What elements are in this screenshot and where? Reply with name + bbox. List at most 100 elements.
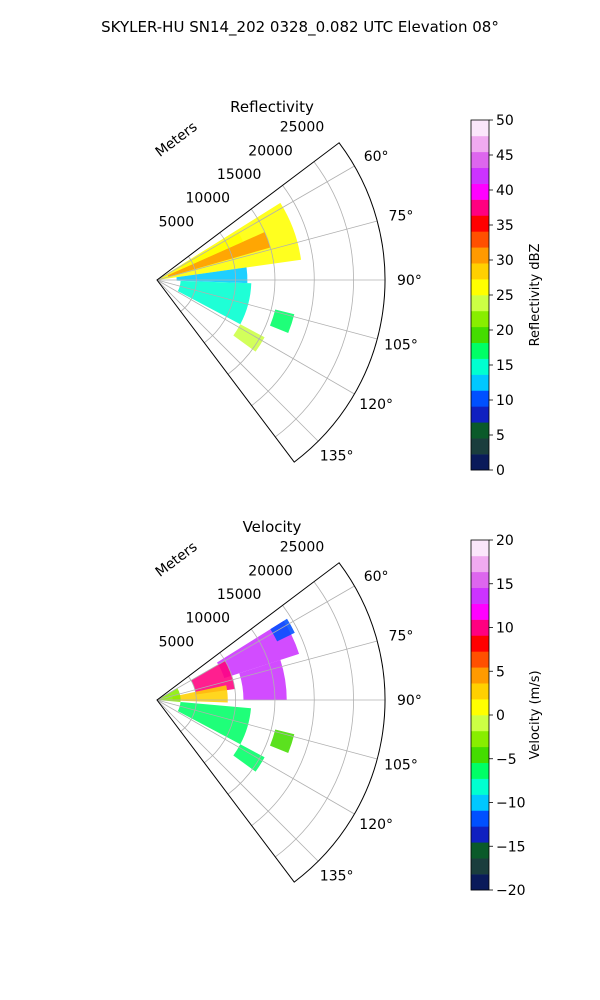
colorbar-segment — [471, 215, 489, 232]
colorbar-tick-label: −5 — [496, 752, 517, 768]
colorbar-segment — [471, 730, 489, 748]
colorbar-segment — [471, 454, 489, 471]
colorbar-segment — [471, 167, 489, 184]
echo-region — [233, 744, 265, 772]
radial-tick-label: 25000 — [280, 120, 325, 136]
colorbar-segment — [471, 619, 489, 636]
echo-region — [233, 324, 265, 352]
figure-suptitle: SKYLER-HU SN14_202 0328_0.082 UTC Elevat… — [101, 18, 499, 37]
azimuth-gridline — [156, 279, 355, 395]
range-ring — [275, 581, 354, 858]
range-ring — [204, 652, 237, 764]
colorbar-segment — [471, 199, 489, 216]
radial-tick-label: 25000 — [280, 540, 325, 556]
radial-axis-label: Meters — [153, 119, 201, 161]
azimuth-gridline — [156, 699, 319, 862]
range-ring — [180, 256, 197, 312]
azimuth-gridline — [156, 279, 378, 340]
radial-tick-label: 20000 — [248, 143, 293, 159]
colorbar-tick-label: 0 — [496, 463, 505, 479]
colorbar-segment — [471, 571, 489, 589]
colorbar-segment — [471, 810, 489, 827]
angle-tick-label: 75° — [389, 209, 414, 225]
colorbar-segment — [471, 651, 489, 668]
range-ring — [275, 161, 354, 438]
colorbar-tick-label: 15 — [496, 577, 514, 593]
range-ring — [227, 628, 276, 795]
radial-tick-label: 15000 — [217, 587, 262, 603]
radial-tick-label: 15000 — [217, 167, 262, 183]
colorbar-segment — [471, 746, 489, 764]
colorbar-segment — [471, 279, 489, 296]
colorbar-segment — [471, 778, 489, 795]
range-ring — [251, 605, 315, 826]
colorbar-tick-label: 25 — [496, 288, 514, 304]
angle-tick-label: 90° — [397, 273, 422, 289]
colorbar-segment — [471, 295, 489, 312]
colorbar-tick-label: −10 — [496, 796, 526, 812]
angle-tick-label: 105° — [384, 337, 418, 353]
angle-tick-label: 75° — [389, 629, 414, 645]
echo-region — [177, 702, 251, 745]
colorbar-tick-label: 40 — [496, 183, 514, 199]
angle-tick-label: 90° — [397, 693, 422, 709]
colorbar-label: Reflectivity dBZ — [528, 244, 543, 347]
colorbar-segment — [471, 310, 489, 328]
angle-tick-label: 120° — [359, 817, 393, 833]
colorbar-segment — [471, 762, 489, 779]
radial-axis-label: Meters — [153, 539, 201, 581]
colorbar-tick-label: 20 — [496, 323, 514, 339]
colorbar-segment — [471, 587, 489, 604]
range-ring — [204, 232, 237, 344]
colorbar-segment — [471, 390, 489, 407]
radial-tick-label: 5000 — [159, 214, 195, 230]
colorbar: −20 −15 −10 −5 0 5 10 15 20 Velocity (m/s) — [470, 533, 543, 899]
colorbar-tick-label: 30 — [496, 253, 514, 269]
colorbar-tick-label: 20 — [496, 533, 514, 549]
colorbar-tick-label: 35 — [496, 218, 514, 234]
colorbar-segment — [471, 183, 489, 200]
colorbar-segment — [471, 874, 489, 891]
colorbar-segment — [471, 683, 489, 700]
colorbar-segment — [471, 263, 489, 280]
colorbar-tick-label: 45 — [496, 148, 514, 164]
colorbar-segment — [471, 342, 489, 359]
colorbar-tick-label: −20 — [496, 883, 526, 899]
azimuth-gridline — [156, 640, 378, 701]
colorbar-segment — [471, 326, 489, 344]
colorbar-tick-label: −15 — [496, 839, 526, 855]
range-ring — [180, 676, 197, 732]
angle-tick-label: 105° — [384, 757, 418, 773]
colorbar-tick-label: 10 — [496, 621, 514, 637]
colorbar: 0 5 10 15 20 25 30 35 40 45 50 Reflectivity dBZ — [470, 113, 543, 479]
colorbar-tick-label: 15 — [496, 358, 514, 374]
colorbar-segment — [471, 826, 489, 843]
colorbar-segment — [471, 120, 489, 137]
radial-tick-label: 10000 — [186, 611, 231, 627]
echo-region — [176, 267, 248, 284]
radial-tick-label: 10000 — [186, 191, 231, 207]
colorbar-segment — [471, 151, 489, 169]
colorbar-segment — [471, 858, 489, 875]
radial-tick-label: 20000 — [248, 563, 293, 579]
angle-tick-label: 60° — [364, 149, 389, 165]
echo-layer — [157, 618, 300, 772]
colorbar-segment — [471, 699, 489, 716]
angle-tick-label: 60° — [364, 569, 389, 585]
colorbar-tick-label: 0 — [496, 708, 505, 724]
azimuth-gridline — [156, 699, 355, 815]
colorbar-segment — [471, 231, 489, 248]
angle-tick-label: 135° — [320, 869, 354, 885]
colorbar-segment — [471, 422, 489, 439]
range-ring — [251, 185, 315, 406]
sector-outline — [156, 562, 386, 883]
colorbar-segment — [471, 603, 489, 620]
colorbar-segment — [471, 555, 489, 573]
colorbar-tick-label: 10 — [496, 393, 514, 409]
colorbar-segment — [471, 635, 489, 652]
colorbar-segment — [471, 667, 489, 684]
colorbar-segment — [471, 715, 489, 732]
panel-title: Reflectivity — [230, 98, 314, 116]
colorbar-tick-label: 5 — [496, 664, 505, 680]
